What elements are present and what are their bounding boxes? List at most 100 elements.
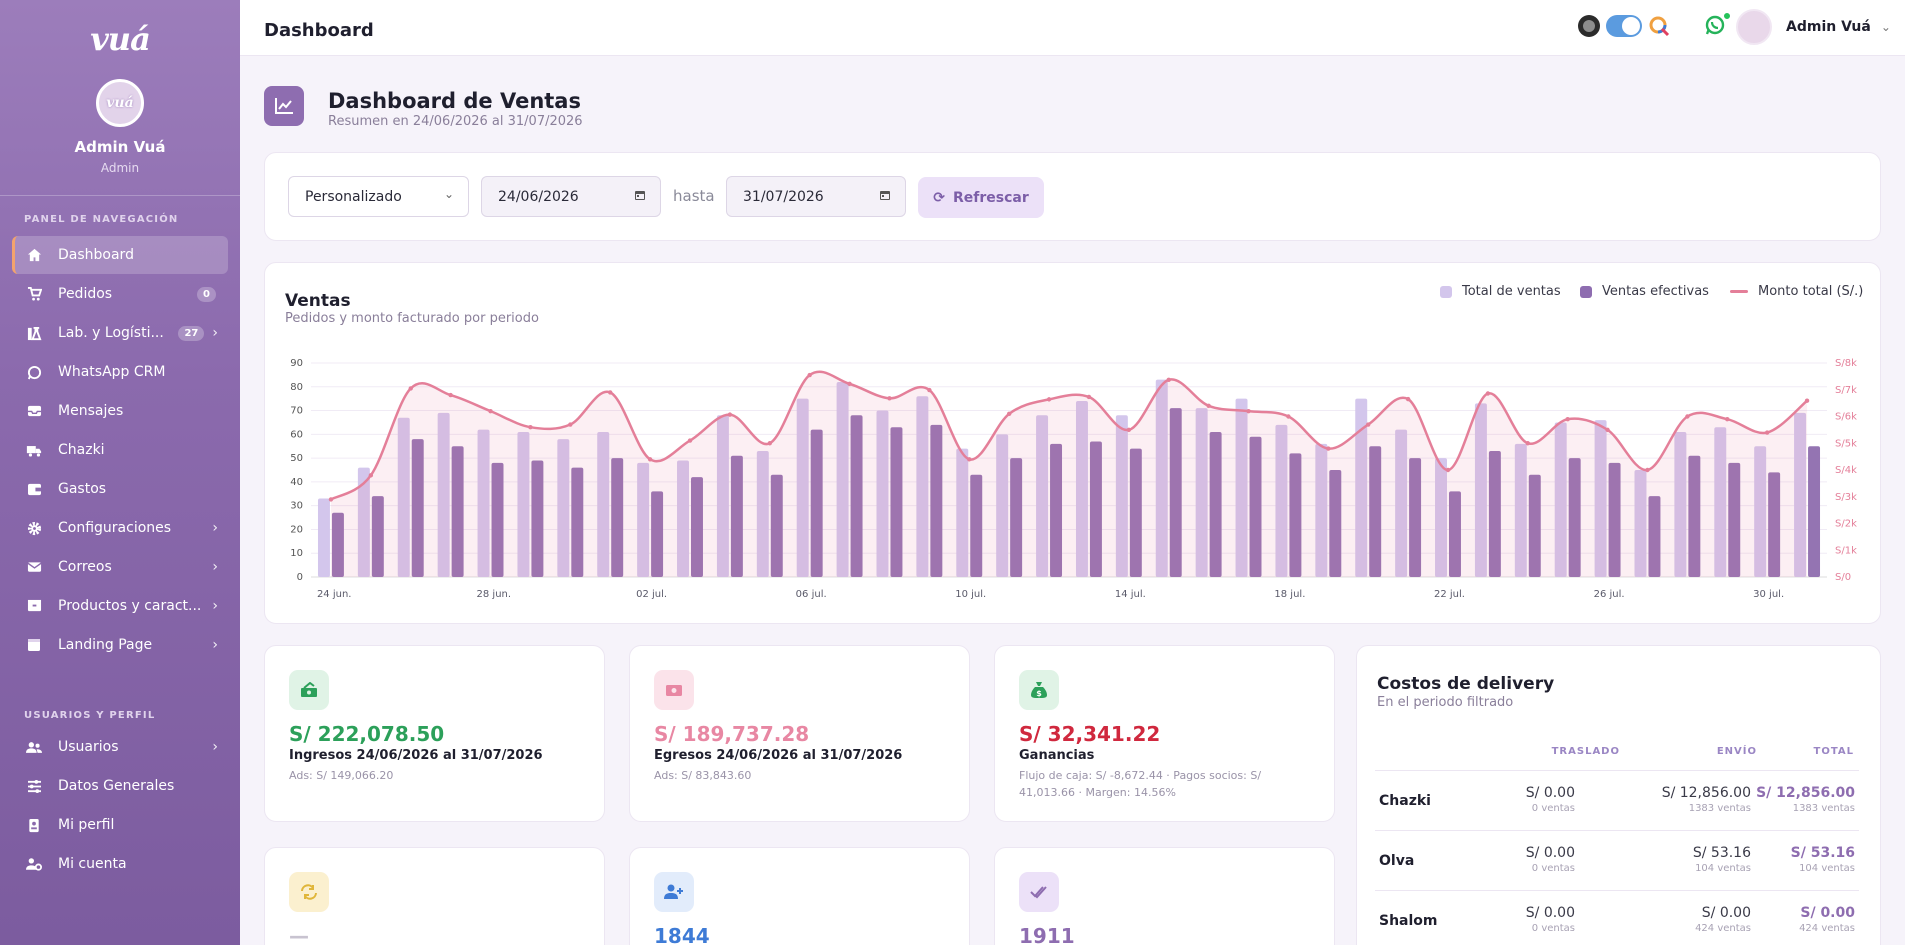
bar-total: [1036, 415, 1049, 577]
sidebar-item-label: Mi perfil: [58, 817, 115, 833]
bar-efectivas: [651, 491, 664, 577]
sidebar-item-correos[interactable]: Correos ›: [12, 548, 228, 586]
stat-label: Egresos 24/06/2026 al 31/07/2026: [654, 748, 903, 763]
monto-point: [1086, 394, 1092, 400]
chart-title: Ventas: [285, 291, 351, 311]
monto-point: [608, 390, 613, 395]
chevron-right-icon: ›: [212, 637, 218, 653]
dashboard-title: Dashboard de Ventas: [328, 89, 581, 113]
bar-total: [1754, 446, 1767, 577]
bar-total: [1514, 443, 1527, 577]
monto-point: [1206, 403, 1211, 408]
topbar: Dashboard Admin Vuá ⌄: [240, 0, 1905, 56]
bar-total: [557, 439, 570, 577]
bar-total: [1115, 415, 1128, 577]
sidebar-item-mi-cuenta[interactable]: Mi cuenta: [12, 845, 228, 883]
monto-point: [847, 381, 852, 387]
stat-card-recurrentes: —: [264, 847, 605, 945]
legend-item-total[interactable]: Total de ventas: [1440, 284, 1561, 299]
bar-efectivas: [531, 460, 544, 577]
monto-point: [807, 372, 812, 378]
count: 104 ventas: [1695, 863, 1751, 874]
bar-efectivas: [611, 458, 624, 577]
count: 424 ventas: [1695, 923, 1751, 934]
sidebar-item-lab-logistica[interactable]: Lab. y Logísti... 27 ›: [12, 314, 228, 352]
sidebar-item-label: Correos: [58, 559, 112, 575]
monto-point: [1485, 391, 1491, 396]
sidebar-item-dashboard[interactable]: Dashboard: [12, 236, 228, 274]
bar-total: [1714, 427, 1727, 577]
amount: S/ 0.00: [1800, 905, 1855, 921]
sidebar-item-usuarios[interactable]: Usuarios ›: [12, 728, 228, 766]
sidebar-item-datos-generales[interactable]: Datos Generales: [12, 767, 228, 805]
y-tick-label: 10: [290, 548, 303, 559]
bar-total: [1554, 422, 1567, 577]
bar-total: [1794, 412, 1807, 577]
x-tick-label: 30 jul.: [1753, 589, 1784, 600]
y2-tick-label: S/6k: [1835, 412, 1857, 423]
cell-traslado: S/ 0.00 0 ventas: [1526, 785, 1575, 814]
sidebar-item-productos[interactable]: Productos y caract... ›: [12, 587, 228, 625]
sidebar-item-configuraciones[interactable]: Configuraciones ›: [12, 509, 228, 547]
cell-envio: S/ 53.16 104 ventas: [1693, 845, 1751, 874]
monto-line: [330, 370, 1808, 501]
refresh-button[interactable]: ⟳ Refrescar: [918, 177, 1044, 218]
whatsapp-icon[interactable]: [1704, 11, 1732, 38]
theme-toggle[interactable]: [1606, 15, 1642, 37]
sidebar-item-label: Productos y caract...: [58, 598, 202, 614]
bar-total: [1435, 458, 1447, 577]
bar-efectivas: [770, 474, 783, 577]
bar-total: [317, 498, 330, 577]
sidebar-item-chazki[interactable]: Chazki: [12, 431, 228, 469]
column-header-total: TOTAL: [1813, 746, 1854, 757]
bar-total: [1594, 420, 1607, 577]
search-app-icon[interactable]: [1648, 15, 1670, 37]
legend-item-monto[interactable]: Monto total (S/.): [1730, 284, 1863, 299]
sidebar-item-label: Usuarios: [58, 739, 119, 755]
calendar-icon: [634, 189, 646, 204]
bar-efectivas: [371, 496, 384, 577]
sidebar-item-whatsapp-crm[interactable]: WhatsApp CRM: [12, 353, 228, 391]
dashboard-subtitle: Resumen en 24/06/2026 al 31/07/2026: [328, 114, 583, 129]
bar-total: [956, 448, 969, 577]
sidebar-item-label: Landing Page: [58, 637, 153, 653]
money-bag-icon: $: [1019, 670, 1059, 710]
record-icon[interactable]: [1578, 15, 1600, 37]
stat-label: Ganancias: [1019, 748, 1095, 763]
amount: S/ 0.00: [1525, 905, 1575, 921]
sidebar-item-mi-perfil[interactable]: Mi perfil: [12, 806, 228, 844]
period-select[interactable]: Personalizado ⌄: [288, 176, 469, 217]
bar-total: [677, 460, 689, 577]
chevron-down-icon: ⌄: [443, 187, 454, 201]
count: 1383 ventas: [1792, 803, 1855, 814]
user-plus-icon: [654, 872, 694, 912]
bar-total: [637, 462, 650, 577]
bar-total: [1235, 398, 1248, 577]
y-tick-label: 90: [290, 358, 303, 369]
chevron-right-icon: ›: [212, 598, 218, 614]
sidebar-item-pedidos[interactable]: Pedidos 0: [12, 275, 228, 313]
bar-efectivas: [1209, 431, 1222, 577]
bar-total: [597, 431, 610, 577]
sidebar-item-gastos[interactable]: Gastos: [12, 470, 228, 508]
date-from-field[interactable]: 24/06/2026: [481, 176, 661, 217]
monto-point: [647, 457, 653, 462]
stat-label: Ingresos 24/06/2026 al 31/07/2026: [289, 748, 543, 763]
bar-total: [1275, 424, 1288, 577]
sidebar-item-landing-page[interactable]: Landing Page ›: [12, 626, 228, 664]
monto-point: [727, 412, 733, 417]
monto-point: [1166, 377, 1171, 383]
brand-logo[interactable]: vuá: [90, 20, 151, 58]
user-menu[interactable]: Admin Vuá ⌄: [1736, 9, 1891, 45]
legend-item-efectivas[interactable]: Ventas efectivas: [1580, 284, 1709, 299]
count: 1383 ventas: [1688, 803, 1751, 814]
bar-total: [1474, 403, 1487, 577]
date-to-field[interactable]: 31/07/2026: [726, 176, 906, 217]
legend-swatch: [1580, 285, 1592, 298]
avatar[interactable]: vuá: [96, 79, 144, 127]
cell-envio: S/ 12,856.00 1383 ventas: [1662, 785, 1751, 814]
sidebar-item-mensajes[interactable]: Mensajes: [12, 392, 228, 430]
monto-point: [1366, 422, 1371, 427]
bar-total: [437, 412, 450, 577]
avatar: [1736, 9, 1772, 45]
